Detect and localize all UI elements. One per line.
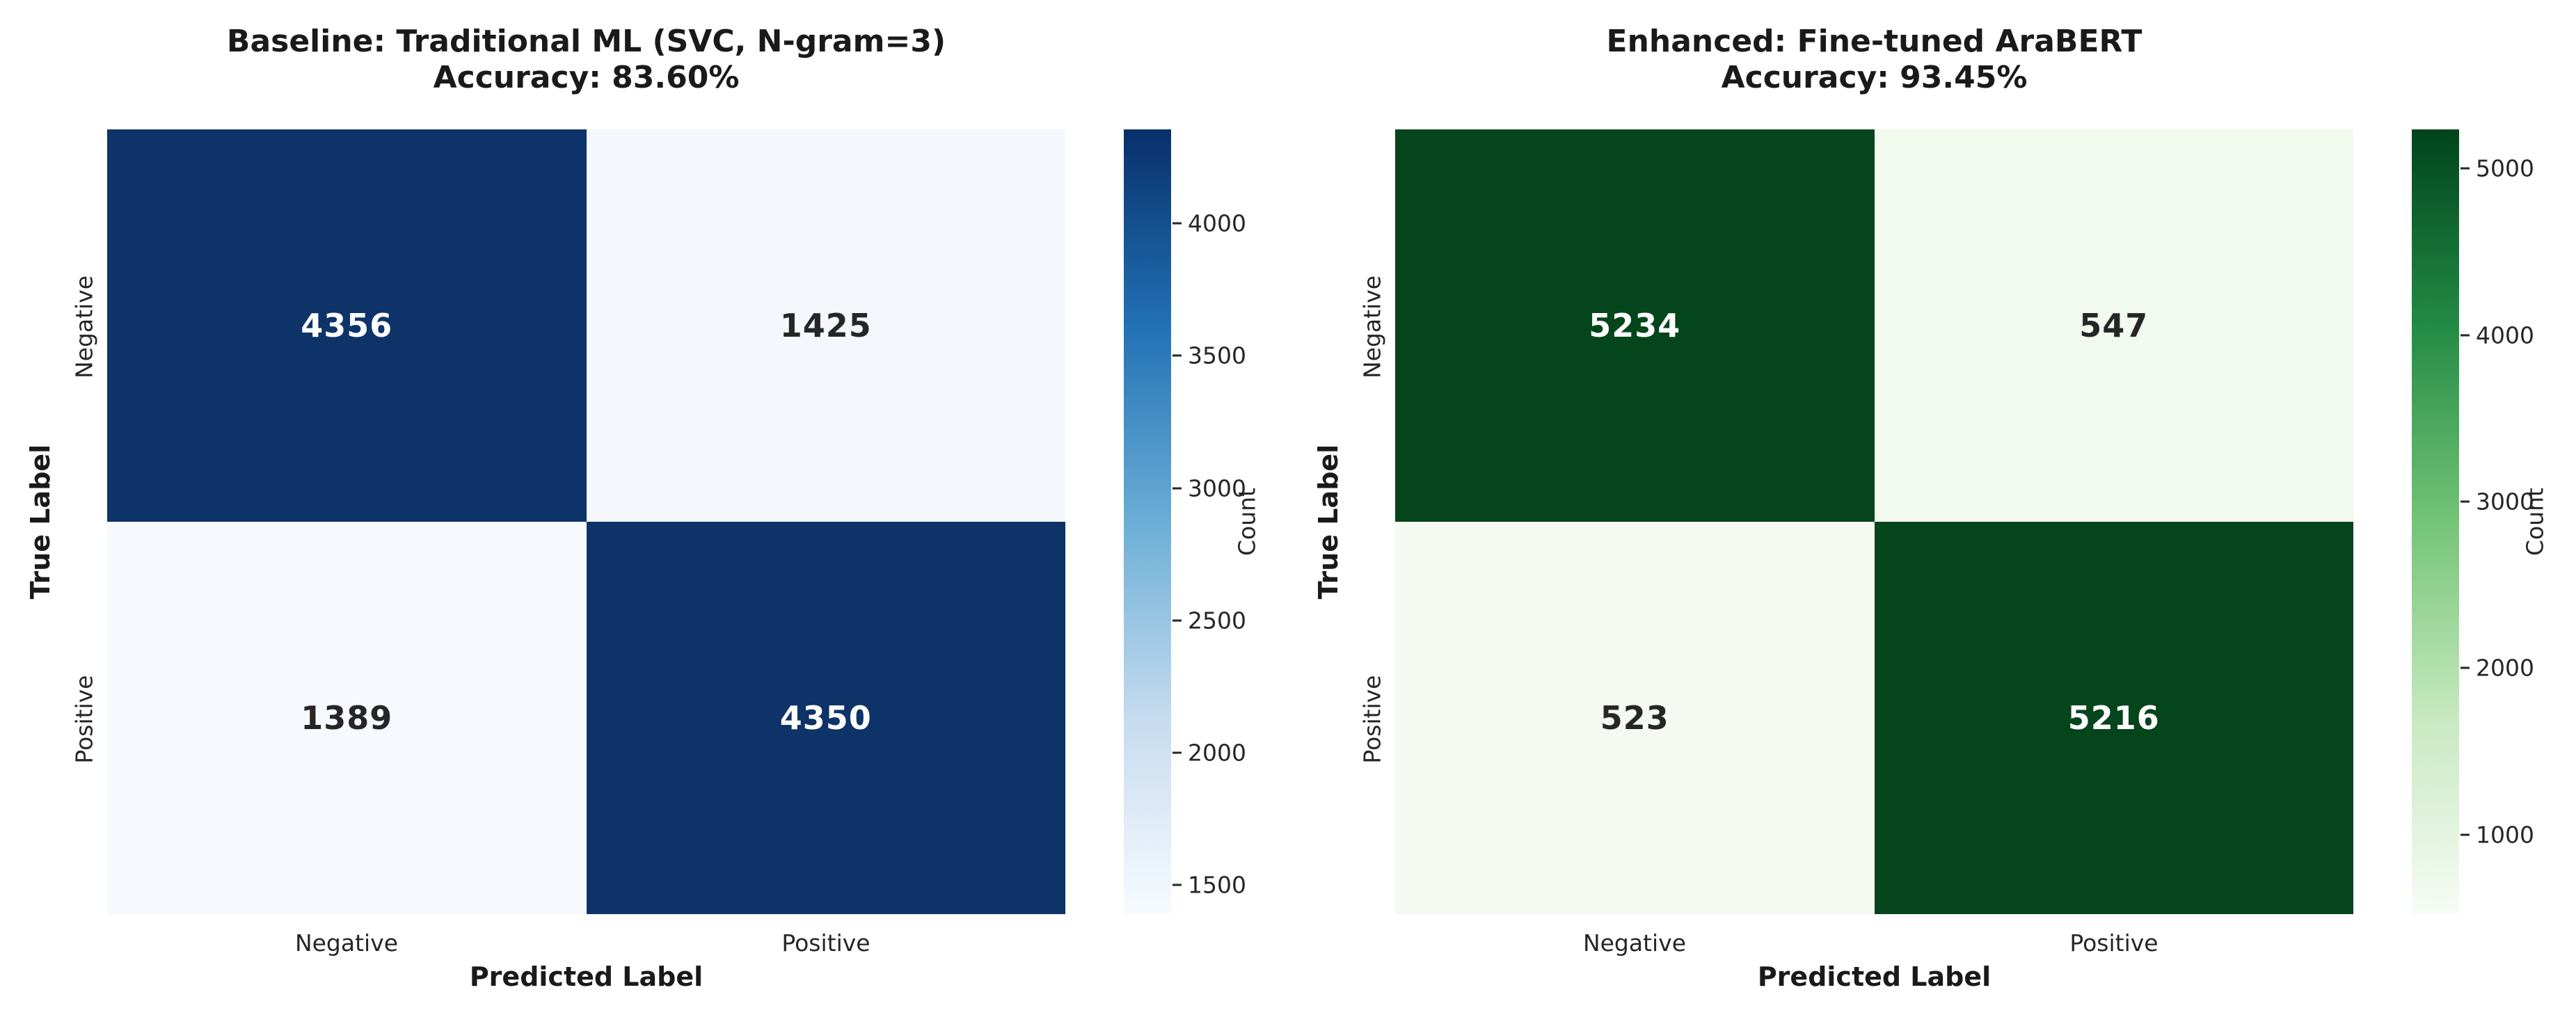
tick-label: 4000 bbox=[1188, 209, 1246, 237]
colorbar-tick: 4000 bbox=[1172, 210, 1246, 237]
colorbar-tick: 5000 bbox=[2460, 155, 2534, 182]
colorbar-tick: 1500 bbox=[1172, 872, 1246, 899]
x-tick-negative: Negative bbox=[294, 929, 399, 957]
tick-mark bbox=[1172, 619, 1182, 622]
tick-mark bbox=[2460, 334, 2470, 337]
colorbar-tick: 3000 bbox=[2460, 488, 2534, 516]
cell-false-negative: 1389 bbox=[107, 522, 587, 914]
cell-true-negative: 4356 bbox=[107, 129, 587, 522]
colorbar-axis-label: Count bbox=[2521, 487, 2549, 557]
x-tick-negative: Negative bbox=[1582, 929, 1687, 957]
cell-value: 5234 bbox=[1589, 307, 1681, 344]
colorbar-tick: 2500 bbox=[1172, 607, 1246, 634]
tick-mark bbox=[2460, 666, 2470, 669]
chart-title-enhanced: Enhanced: Fine-tuned AraBERT Accuracy: 9… bbox=[1395, 24, 2353, 96]
tick-mark bbox=[2460, 500, 2470, 503]
cell-value: 1425 bbox=[779, 307, 872, 344]
tick-mark bbox=[1172, 751, 1182, 754]
tick-label: 2000 bbox=[1188, 739, 1246, 767]
cell-false-positive: 547 bbox=[1874, 129, 2353, 522]
colorbar-tick: 2000 bbox=[2460, 655, 2534, 682]
y-tick-positive: Positive bbox=[70, 675, 98, 764]
colorbar-tick: 2000 bbox=[1172, 740, 1246, 767]
subtitle-accuracy: Accuracy: 93.45% bbox=[1721, 60, 2028, 95]
tick-label: 4000 bbox=[2476, 321, 2534, 349]
panel-baseline-svc: Baseline: Traditional ML (SVC, N-gram=3)… bbox=[25, 24, 1261, 992]
y-tick-negative: Negative bbox=[1358, 275, 1386, 379]
panel-enhanced-arabert: Enhanced: Fine-tuned AraBERT Accuracy: 9… bbox=[1288, 0, 2576, 1015]
colorbar-axis-label: Count bbox=[1233, 487, 1261, 557]
cell-false-positive: 1425 bbox=[586, 129, 1065, 522]
tick-label: 2500 bbox=[1188, 607, 1246, 634]
confusion-matrix-enhanced: 5234 547 523 5216 bbox=[1395, 129, 2353, 914]
cell-value: 4350 bbox=[779, 699, 872, 737]
x-tick-positive: Positive bbox=[2069, 929, 2158, 957]
colorbar-tick: 4000 bbox=[2460, 322, 2534, 349]
y-axis-label: True Label bbox=[25, 444, 56, 600]
cell-true-positive: 5216 bbox=[1874, 522, 2353, 914]
colorbar-blues bbox=[1124, 129, 1171, 914]
tick-label: 3000 bbox=[2476, 488, 2534, 516]
tick-label: 1500 bbox=[1188, 871, 1246, 899]
y-axis-label: True Label bbox=[1313, 444, 1344, 600]
cell-value: 5216 bbox=[2067, 699, 2160, 737]
cell-value: 1389 bbox=[301, 699, 393, 737]
y-tick-positive: Positive bbox=[1358, 675, 1386, 764]
cell-true-positive: 4350 bbox=[586, 522, 1065, 914]
x-tick-positive: Positive bbox=[781, 929, 870, 957]
subtitle-accuracy: Accuracy: 83.60% bbox=[433, 60, 740, 95]
colorbar-tick: 3000 bbox=[1172, 475, 1246, 502]
x-axis-label: Predicted Label bbox=[469, 961, 703, 992]
confusion-matrix-baseline: 4356 1425 1389 4350 bbox=[107, 129, 1065, 914]
cell-true-negative: 5234 bbox=[1395, 129, 1875, 522]
tick-mark bbox=[1172, 487, 1182, 490]
tick-mark bbox=[2460, 167, 2470, 170]
title-line: Baseline: Traditional ML (SVC, N-gram=3) bbox=[226, 24, 946, 59]
tick-mark bbox=[1172, 222, 1182, 225]
tick-label: 1000 bbox=[2476, 821, 2534, 849]
cell-value: 4356 bbox=[301, 307, 393, 344]
tick-mark bbox=[1172, 354, 1182, 357]
colorbar-tick: 1000 bbox=[2460, 822, 2534, 849]
colorbar-tick: 3500 bbox=[1172, 342, 1246, 369]
cell-value: 523 bbox=[1600, 699, 1669, 737]
cell-value: 547 bbox=[2079, 307, 2149, 344]
chart-title-baseline: Baseline: Traditional ML (SVC, N-gram=3)… bbox=[107, 24, 1065, 96]
tick-label: 3000 bbox=[1188, 474, 1246, 502]
colorbar-greens bbox=[2412, 129, 2459, 914]
tick-label: 5000 bbox=[2476, 154, 2534, 182]
x-axis-label: Predicted Label bbox=[1757, 961, 1991, 992]
cell-false-negative: 523 bbox=[1395, 522, 1875, 914]
tick-mark bbox=[1172, 884, 1182, 886]
tick-label: 2000 bbox=[2476, 654, 2534, 682]
y-tick-negative: Negative bbox=[70, 275, 98, 379]
tick-mark bbox=[2460, 833, 2470, 836]
title-line: Enhanced: Fine-tuned AraBERT bbox=[1606, 24, 2142, 59]
tick-label: 3500 bbox=[1188, 342, 1246, 369]
